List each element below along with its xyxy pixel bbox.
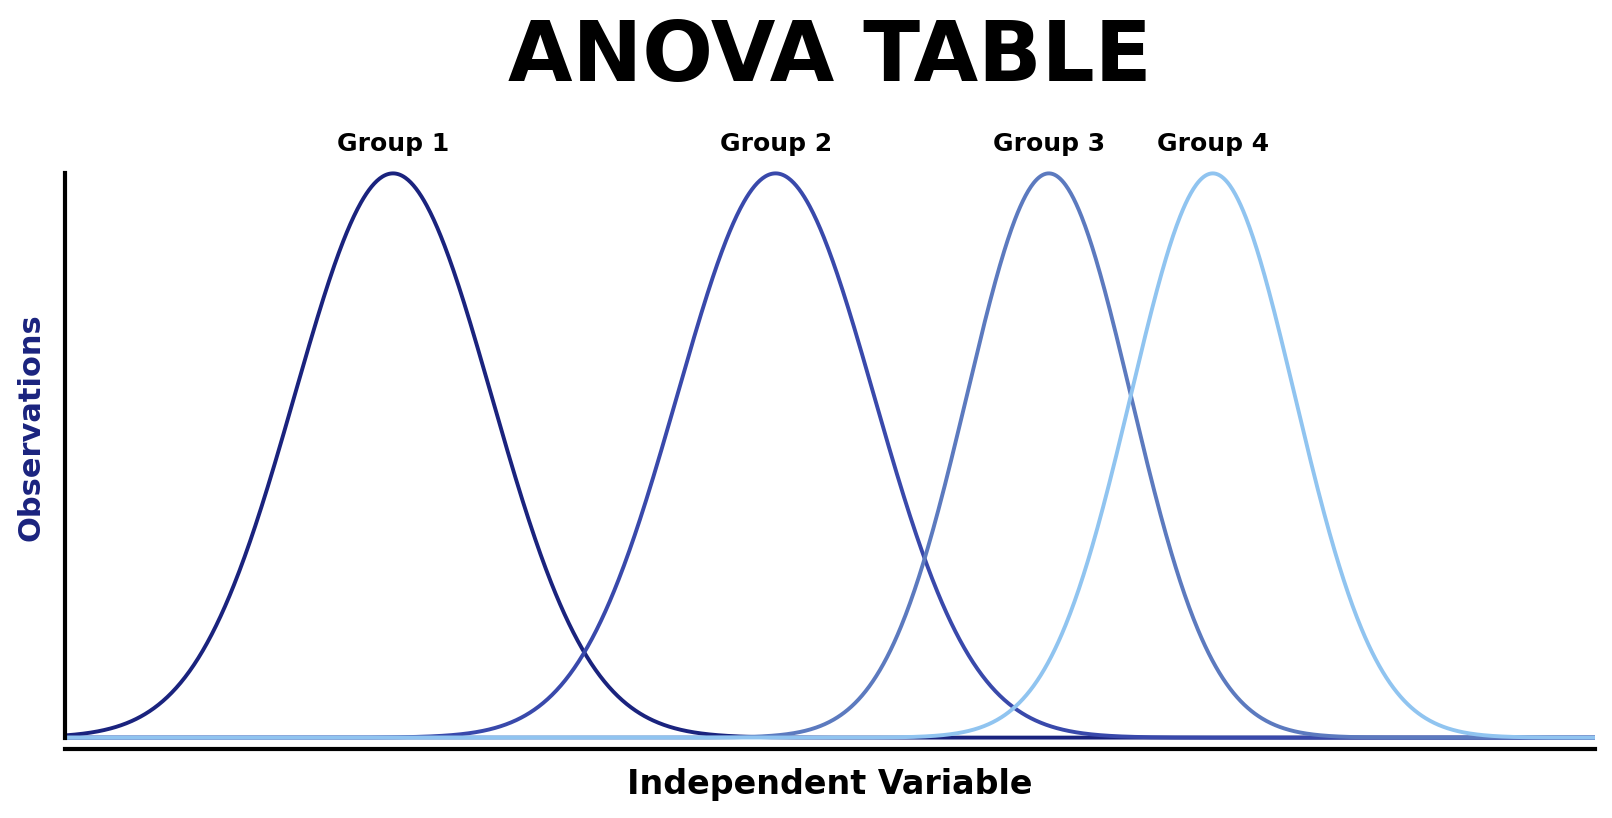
- Text: Group 4: Group 4: [1157, 133, 1269, 156]
- Y-axis label: Observations: Observations: [16, 313, 45, 542]
- X-axis label: Independent Variable: Independent Variable: [627, 768, 1033, 802]
- Text: Group 1: Group 1: [337, 133, 450, 156]
- Title: ANOVA TABLE: ANOVA TABLE: [508, 16, 1153, 97]
- Text: Group 2: Group 2: [719, 133, 832, 156]
- Text: Group 3: Group 3: [993, 133, 1104, 156]
